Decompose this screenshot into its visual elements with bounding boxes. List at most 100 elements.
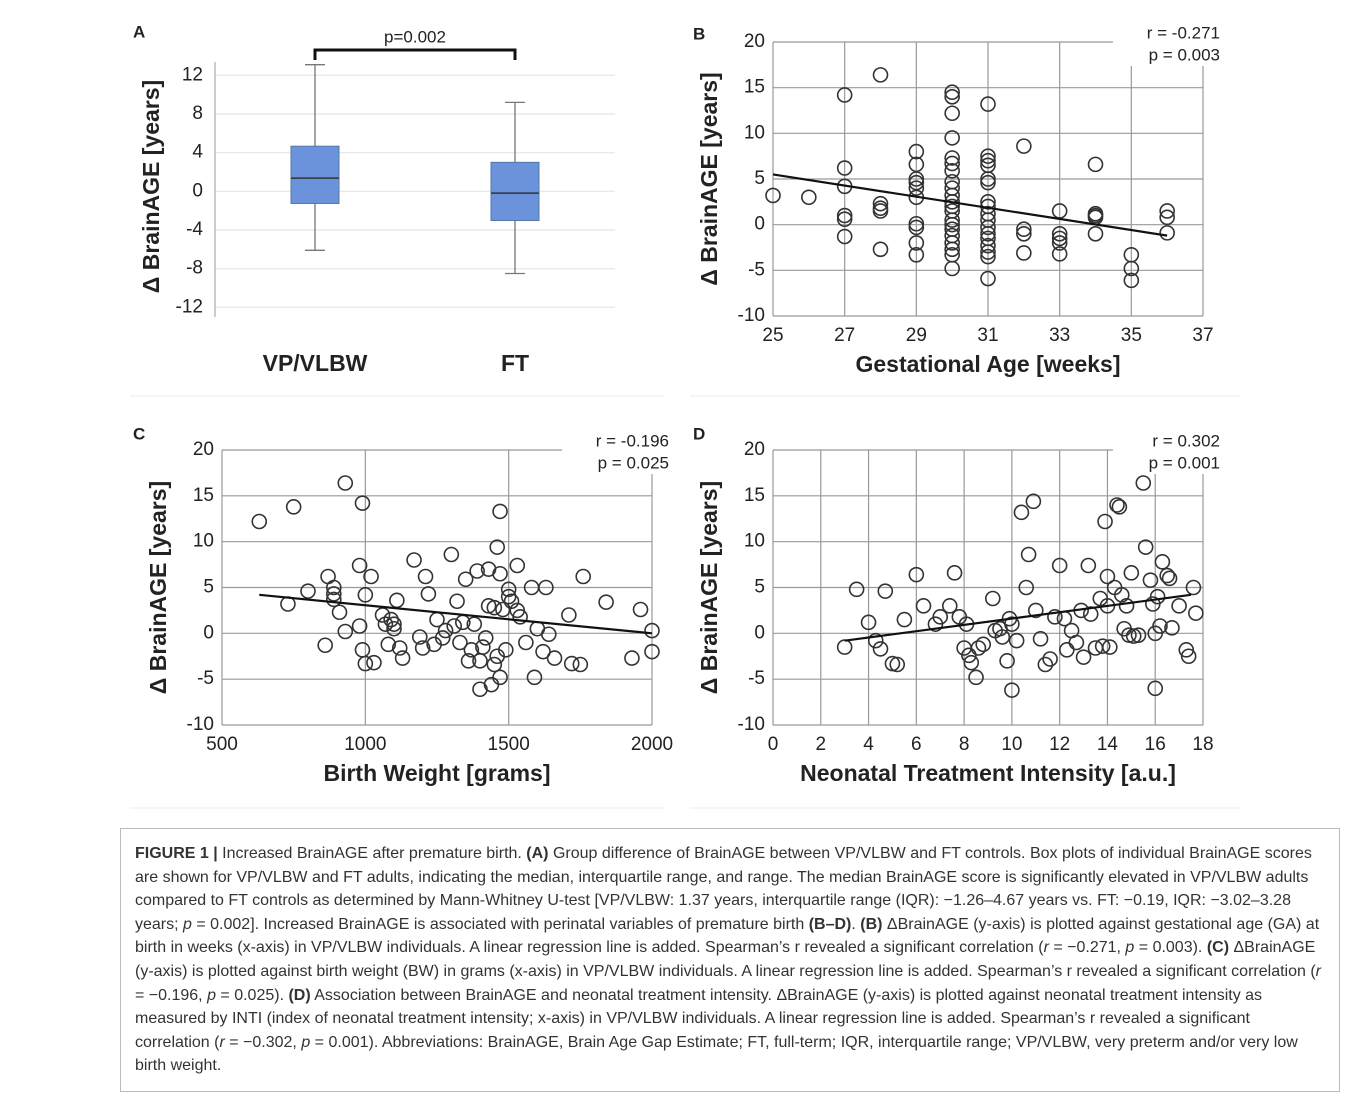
data-point (980, 96, 996, 112)
data-point (386, 616, 402, 632)
data-point (836, 207, 853, 224)
data-point (946, 565, 963, 581)
annotation-bg (1113, 22, 1233, 66)
data-point (980, 237, 996, 254)
x-tick-label: 10 (1001, 734, 1022, 755)
annotation: p=0.002 (384, 27, 446, 46)
data-point (1142, 572, 1159, 588)
caption-text: = 0.001). Abbreviations: BrainAGE, Brain… (135, 1033, 1298, 1075)
data-point (420, 586, 437, 602)
data-point (434, 630, 451, 646)
regression-line (772, 173, 1168, 237)
y-tick-label: 0 (203, 622, 214, 643)
data-point (546, 650, 563, 666)
y-tick-label: -10 (738, 305, 765, 326)
annotation: r = 0.302 (1152, 431, 1220, 450)
data-point (944, 150, 960, 166)
data-point (801, 189, 817, 206)
x-tick-label: 31 (977, 325, 998, 346)
data-point (632, 601, 649, 618)
x-tick-label: 6 (911, 734, 922, 755)
data-point (598, 594, 614, 610)
data-point (1152, 618, 1168, 634)
data-point (492, 669, 508, 686)
data-point (1159, 203, 1175, 219)
data-point (1080, 557, 1097, 574)
data-point (860, 614, 877, 631)
data-point (1178, 642, 1195, 658)
data-point (495, 601, 511, 618)
x-axis-title: Gestational Age [weeks] (855, 351, 1120, 377)
data-point (572, 656, 589, 673)
data-point (1068, 634, 1085, 651)
data-point (452, 634, 468, 651)
data-point (1025, 493, 1042, 510)
data-point (944, 212, 960, 228)
data-point (489, 539, 506, 555)
annotation: r = -0.196 (596, 431, 669, 450)
caption-text: (B–D) (808, 915, 852, 933)
regression-line (259, 593, 653, 635)
y-tick-label: 15 (193, 485, 214, 506)
data-point (848, 581, 865, 598)
data-point (980, 226, 996, 242)
data-point (980, 219, 996, 236)
caption-text: p (183, 915, 192, 933)
caption-text: = −0.271, (1048, 939, 1126, 957)
y-tick-label: 0 (754, 622, 765, 643)
data-point (889, 656, 906, 673)
data-point (1018, 579, 1035, 596)
y-tick-label: -5 (197, 668, 214, 689)
data-point (325, 579, 342, 596)
data-point (994, 629, 1011, 645)
data-point (500, 588, 517, 605)
data-point (1102, 639, 1118, 655)
data-point (1111, 499, 1128, 515)
data-point (836, 228, 853, 245)
data-point (1020, 546, 1037, 563)
data-point (411, 629, 428, 645)
x-tick-label: 29 (906, 325, 927, 346)
data-point (460, 653, 477, 669)
y-tick-label: 0 (192, 180, 203, 201)
caption-text: FIGURE 1 | (135, 845, 223, 862)
data-point (944, 241, 960, 258)
data-point (526, 669, 543, 686)
data-point (836, 211, 853, 227)
data-point (1109, 497, 1125, 513)
panel-label: A (133, 22, 145, 41)
data-point (449, 593, 465, 610)
data-point (908, 235, 925, 251)
data-point (391, 640, 408, 656)
y-tick-label: 4 (192, 142, 203, 163)
data-point (980, 244, 996, 260)
data-point (538, 579, 554, 596)
data-point (357, 655, 374, 672)
x-tick-label: 18 (1192, 734, 1213, 755)
data-point (561, 607, 577, 623)
data-point (337, 475, 354, 491)
data-point (908, 219, 925, 236)
caption-text: = −0.302, (224, 1033, 302, 1051)
y-tick-label: -12 (176, 296, 203, 317)
annotation: p = 0.025 (598, 453, 669, 472)
y-tick-label: 10 (744, 122, 765, 143)
data-point (984, 590, 1001, 607)
box (490, 161, 540, 222)
data-point (1097, 513, 1113, 530)
data-point (500, 581, 517, 598)
x-tick-label: 500 (206, 734, 238, 755)
data-point (1188, 605, 1204, 621)
caption-text: = −0.196, (135, 986, 208, 1004)
data-point (624, 650, 640, 666)
data-point (1154, 554, 1171, 570)
data-point (644, 622, 660, 639)
y-axis-title: Δ BrainAGE [years] (145, 481, 171, 694)
data-point (1130, 627, 1147, 643)
data-point (1135, 475, 1152, 491)
data-point (320, 568, 336, 585)
data-point (337, 623, 354, 640)
data-point (1016, 138, 1032, 154)
x-tick-label: VP/VLBW (263, 350, 368, 376)
y-tick-label: 10 (193, 531, 214, 552)
